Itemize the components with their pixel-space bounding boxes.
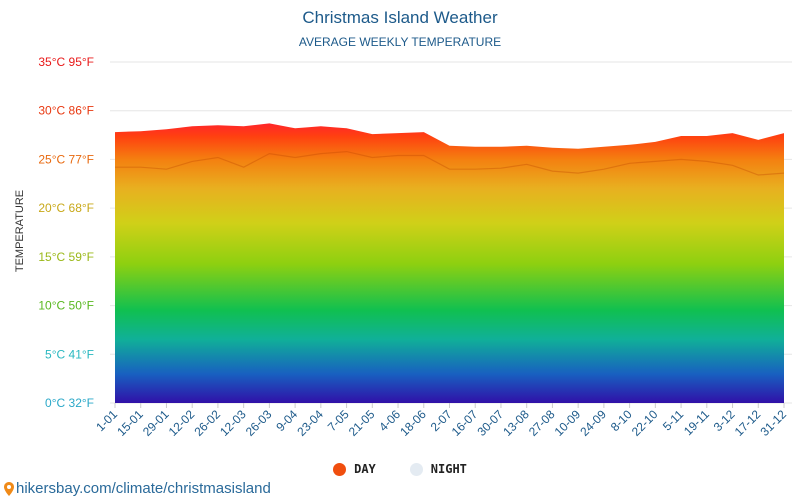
- x-tick-label: 30-07: [474, 407, 506, 439]
- day-point[interactable]: [783, 132, 786, 135]
- x-tick-label: 26-03: [243, 407, 275, 439]
- location-pin-icon: [4, 481, 14, 496]
- day-point[interactable]: [191, 125, 194, 128]
- y-tick-label: 0°C 32°F: [45, 396, 94, 410]
- night-point[interactable]: [474, 168, 477, 171]
- x-tick-label: 21-05: [346, 407, 378, 439]
- night-point[interactable]: [114, 166, 117, 169]
- x-tick-label: 16-07: [449, 407, 481, 439]
- chart-subtitle: AVERAGE WEEKLY TEMPERATURE: [298, 35, 502, 49]
- day-point[interactable]: [500, 145, 503, 148]
- day-point[interactable]: [680, 135, 683, 138]
- night-point[interactable]: [731, 164, 734, 167]
- x-tick-label: 29-01: [140, 407, 172, 439]
- night-point[interactable]: [191, 160, 194, 163]
- day-point[interactable]: [242, 125, 245, 128]
- night-point[interactable]: [294, 156, 297, 159]
- day-point[interactable]: [654, 140, 657, 143]
- night-point[interactable]: [319, 152, 322, 155]
- day-temperature-area[interactable]: [115, 123, 784, 404]
- y-tick-label: 30°C 86°F: [38, 104, 94, 118]
- night-point[interactable]: [680, 158, 683, 161]
- night-point[interactable]: [165, 168, 168, 171]
- day-point[interactable]: [448, 144, 451, 147]
- day-point[interactable]: [268, 122, 271, 125]
- night-point[interactable]: [500, 167, 503, 170]
- day-point[interactable]: [345, 127, 348, 130]
- y-tick-label: 10°C 50°F: [38, 299, 94, 313]
- x-tick-label: 13-08: [500, 407, 532, 439]
- x-tick-label: 18-06: [397, 407, 429, 439]
- night-point[interactable]: [783, 172, 786, 175]
- night-point[interactable]: [242, 166, 245, 169]
- day-point[interactable]: [731, 132, 734, 135]
- day-point[interactable]: [474, 145, 477, 148]
- day-point[interactable]: [577, 147, 580, 150]
- night-point[interactable]: [139, 166, 142, 169]
- day-point[interactable]: [602, 145, 605, 148]
- legend-item-night[interactable]: NIGHT: [409, 462, 467, 476]
- x-tick-label: 31-12: [758, 407, 790, 439]
- x-tick-label: 24-09: [577, 407, 609, 439]
- legend-day-label: DAY: [354, 462, 376, 476]
- x-tick-label: 17-12: [732, 407, 764, 439]
- x-tick-label: 26-02: [191, 407, 223, 439]
- day-point[interactable]: [525, 144, 528, 147]
- day-point[interactable]: [371, 133, 374, 136]
- day-point[interactable]: [294, 127, 297, 130]
- night-point[interactable]: [654, 160, 657, 163]
- y-tick-label: 35°C 95°F: [38, 55, 94, 69]
- x-tick-label: 10-09: [552, 407, 584, 439]
- legend-night-label: NIGHT: [430, 462, 467, 476]
- legend-item-day[interactable]: DAY: [333, 462, 376, 476]
- night-point[interactable]: [628, 162, 631, 165]
- night-point[interactable]: [602, 168, 605, 171]
- chart-title: Christmas Island Weather: [302, 8, 498, 27]
- legend: DAY NIGHT: [0, 462, 800, 476]
- night-point[interactable]: [216, 156, 219, 159]
- night-point[interactable]: [422, 154, 425, 157]
- day-point[interactable]: [422, 131, 425, 134]
- y-tick-label: 25°C 77°F: [38, 152, 94, 166]
- day-point[interactable]: [216, 124, 219, 127]
- day-point[interactable]: [139, 130, 142, 133]
- day-point[interactable]: [705, 135, 708, 138]
- night-point[interactable]: [397, 154, 400, 157]
- x-tick-label: 22-10: [629, 407, 661, 439]
- x-tick-label: 23-04: [294, 407, 326, 439]
- day-point[interactable]: [114, 131, 117, 134]
- x-tick-label: 12-03: [217, 407, 249, 439]
- night-point[interactable]: [757, 174, 760, 177]
- night-point[interactable]: [551, 170, 554, 173]
- night-temperature-line[interactable]: [115, 150, 785, 176]
- day-point[interactable]: [165, 128, 168, 131]
- night-point[interactable]: [577, 172, 580, 175]
- night-point[interactable]: [345, 150, 348, 153]
- y-tick-label: 15°C 59°F: [38, 250, 94, 264]
- source-link[interactable]: hikersbay.com/climate/christmasisland: [4, 480, 271, 497]
- day-point[interactable]: [551, 146, 554, 149]
- day-point[interactable]: [319, 125, 322, 128]
- legend-day-swatch-icon: [333, 462, 347, 476]
- night-point[interactable]: [371, 156, 374, 159]
- legend-night-swatch-icon: [409, 462, 423, 476]
- night-point[interactable]: [705, 160, 708, 163]
- y-tick-label: 20°C 68°F: [38, 201, 94, 215]
- source-text: hikersbay.com/climate/christmasisland: [16, 480, 271, 497]
- x-tick-label: 19-11: [681, 407, 712, 438]
- day-point[interactable]: [397, 132, 400, 135]
- x-tick-label: 12-02: [166, 407, 198, 439]
- y-tick-label: 5°C 41°F: [45, 347, 94, 361]
- y-axis-label: TEMPERATURE: [14, 189, 26, 273]
- night-point[interactable]: [268, 152, 271, 155]
- x-tick-label: 27-08: [526, 407, 558, 439]
- night-point[interactable]: [448, 168, 451, 171]
- night-point[interactable]: [525, 163, 528, 166]
- day-point[interactable]: [757, 138, 760, 141]
- x-tick-label: 15-01: [114, 407, 146, 439]
- day-point[interactable]: [628, 143, 631, 146]
